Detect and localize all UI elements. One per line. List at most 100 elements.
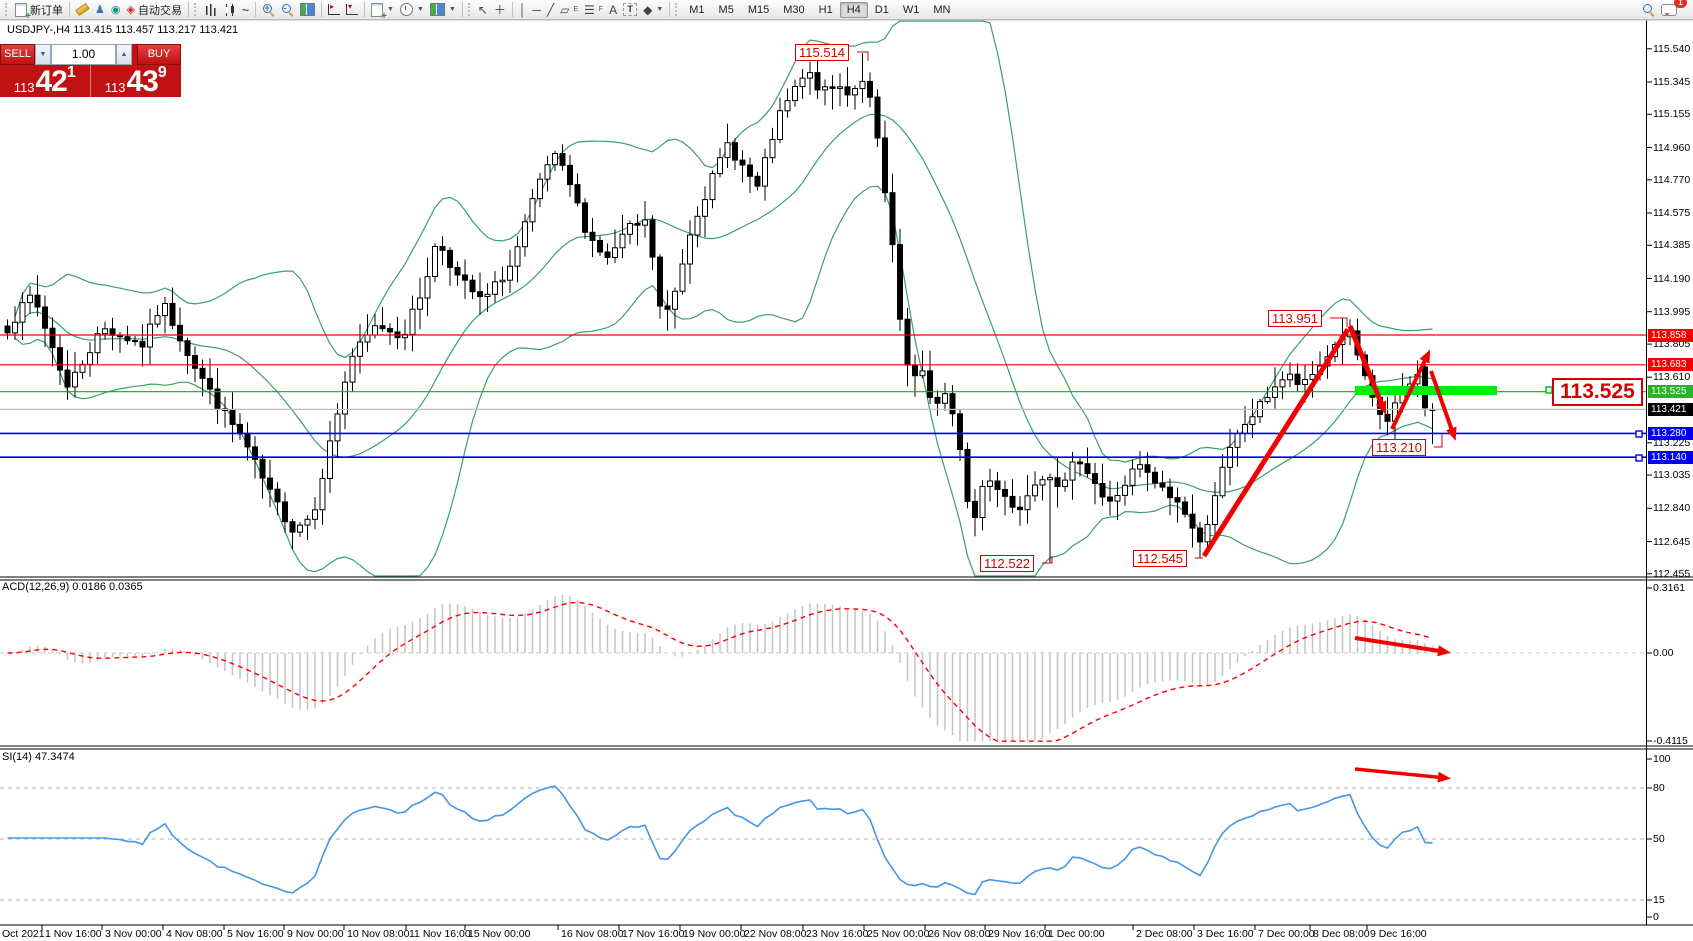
indicator-list-button[interactable]: ▾ — [343, 2, 361, 16]
signals-button[interactable]: ◉ — [108, 3, 124, 17]
arrow-head — [1419, 349, 1431, 364]
candle — [282, 501, 288, 523]
timeframe-button-w1[interactable]: W1 — [902, 3, 920, 16]
candle — [994, 480, 1001, 490]
macd-signal-line — [7, 601, 1433, 742]
toolbar-separator — [461, 2, 463, 17]
candle — [274, 488, 281, 503]
trend-arrow-line[interactable] — [1429, 370, 1455, 433]
candle — [1219, 466, 1226, 497]
toolbar-drag-handle[interactable] — [5, 3, 10, 16]
volume-input[interactable]: 1.00 — [51, 44, 116, 65]
candle — [582, 202, 588, 233]
bollinger-upper-band — [14, 20, 1433, 463]
price-level-big-label[interactable]: 113.525 — [1552, 378, 1643, 406]
timeframe-button-m1[interactable]: M1 — [689, 3, 705, 16]
trend-arrow-line[interactable] — [1347, 325, 1385, 408]
indicators-button[interactable]: ▸ — [325, 2, 343, 16]
new-order-button[interactable]: 新订单 — [12, 1, 66, 21]
line-chart-button[interactable]: ~ — [239, 2, 252, 18]
candle — [42, 306, 48, 329]
channel-tool-button[interactable]: ▱ E — [557, 3, 581, 17]
sell-price[interactable]: 113 42 1 — [0, 65, 91, 97]
timeframe-button-m15[interactable]: M15 — [747, 3, 770, 16]
periods-button[interactable]: ▼ — [397, 2, 427, 17]
candle — [1009, 495, 1016, 508]
price-tick-label: 115.155 — [1653, 108, 1691, 121]
price-annotation[interactable]: 112.545 — [1133, 550, 1188, 567]
trendline-tool-button[interactable]: ╱ — [544, 3, 557, 17]
price-annotation[interactable]: 115.514 — [795, 44, 850, 61]
level-lines-layer[interactable] — [0, 334, 1646, 462]
time-axis-label: 3 Nov 00:00 — [105, 928, 162, 940]
toolbar-drag-handle[interactable] — [675, 3, 680, 16]
candle — [829, 86, 836, 89]
drawing-arrows-layer[interactable] — [857, 51, 1457, 783]
trend-arrow-line[interactable] — [1201, 328, 1350, 558]
volume-increase-button[interactable]: ▲ — [116, 44, 132, 65]
main-toolbar: 新订单 ♟ ◉ ◈ 自动交易 ~ + - ▸ ▾ ▼ ▼ ▼ ↖ ＋ │ ─ ╱… — [0, 0, 1693, 21]
notifications-button[interactable]: 1 — [1658, 0, 1687, 17]
zoom-out-button[interactable]: - — [278, 2, 297, 17]
crosshair-tool-button[interactable]: ＋ — [491, 3, 509, 17]
price-tick-label: 113.995 — [1653, 305, 1691, 318]
price-annotation[interactable]: 112.522 — [980, 555, 1035, 572]
sell-price-sup: 1 — [66, 64, 76, 81]
new-chart-button[interactable]: ▼ — [368, 2, 397, 21]
buy-button[interactable]: BUY — [137, 44, 181, 65]
sell-button[interactable]: SELL — [0, 44, 35, 65]
candle — [12, 321, 18, 334]
line-handle[interactable] — [1635, 430, 1643, 438]
timeframe-button-h1[interactable]: H1 — [818, 3, 833, 16]
fibonacci-tool-button[interactable]: ☰ F — [581, 3, 606, 17]
candle — [679, 263, 686, 292]
accounts-button[interactable]: ♟ — [92, 3, 108, 17]
trend-arrow-line[interactable] — [1354, 636, 1443, 654]
indicator-list-icon: ▾ — [345, 2, 358, 15]
cursor-tool-button[interactable]: ↖ — [475, 3, 491, 17]
macd-label: ACD(12,26,9) 0.0186 0.0365 — [2, 581, 143, 593]
horizontal-line-tool-button[interactable]: ─ — [529, 3, 544, 17]
price-annotation[interactable]: 113.210 — [1372, 439, 1427, 456]
trend-arrow-line[interactable] — [1354, 767, 1443, 780]
timeframe-button-m30[interactable]: M30 — [783, 3, 805, 16]
timeframe-button-mn[interactable]: MN — [933, 3, 951, 16]
candle — [529, 198, 536, 223]
time-axis-label: 1 Nov 16:00 — [45, 928, 102, 940]
candle — [1384, 413, 1391, 422]
highlighted-level-bar[interactable] — [1355, 386, 1497, 395]
candlestick-chart-button[interactable] — [220, 3, 239, 17]
trend-arrow-line[interactable] — [1390, 356, 1429, 430]
arrows-tool-button[interactable]: ◆ ▼ — [640, 3, 666, 17]
price-tick-label: 112.840 — [1653, 502, 1691, 515]
candle — [949, 393, 956, 415]
vertical-line-tool-button[interactable]: │ — [516, 3, 530, 17]
candle — [87, 352, 93, 365]
timeframe-button-m5[interactable]: M5 — [718, 3, 734, 16]
label-tool-button[interactable]: T — [620, 2, 640, 17]
tile-windows-button[interactable] — [297, 2, 318, 17]
buy-price[interactable]: 113 43 9 — [91, 65, 182, 97]
price-annotation[interactable]: 113.951 — [1268, 310, 1323, 327]
candle — [34, 294, 41, 308]
time-axis-label: 4 Nov 08:00 — [166, 928, 223, 940]
autotrading-button[interactable]: ◈ 自动交易 — [123, 1, 184, 19]
chat-bubble-icon — [1661, 3, 1677, 16]
volume-decrease-button[interactable]: ▼ — [35, 44, 51, 65]
bar-chart-button[interactable] — [201, 3, 220, 17]
search-button[interactable] — [1639, 2, 1658, 17]
toolbar-drag-handle[interactable] — [467, 3, 473, 16]
line-handle[interactable] — [1635, 454, 1643, 462]
toolbar-drag-handle[interactable] — [193, 3, 199, 16]
sell-price-main: 42 — [35, 65, 67, 98]
timeframe-button-h4[interactable]: H4 — [839, 1, 868, 18]
text-tool-button[interactable]: A — [606, 3, 620, 17]
timeframe-button-d1[interactable]: D1 — [874, 3, 889, 16]
horizontal-line-icon: ─ — [532, 2, 541, 17]
zoom-in-button[interactable]: + — [259, 2, 278, 17]
time-axis-label: 23 Nov 16:00 — [806, 928, 869, 940]
candlestick-icon — [222, 3, 236, 16]
templates-button[interactable]: ▼ — [427, 2, 459, 17]
candle — [447, 249, 453, 268]
